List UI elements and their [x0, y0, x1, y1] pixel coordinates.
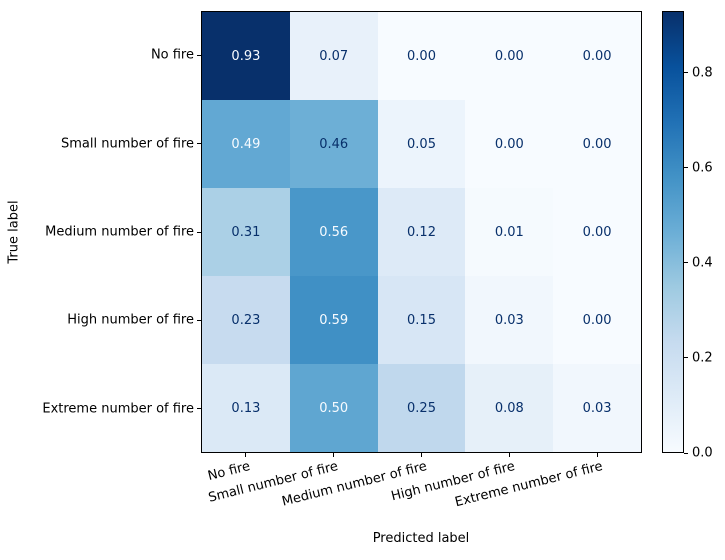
heatmap-cell: 0.56 [289, 188, 378, 276]
heatmap-cell: 0.46 [289, 100, 378, 188]
heatmap-cell: 0.00 [465, 100, 554, 188]
x-tick-mark [597, 453, 599, 457]
y-tick-label: Extreme number of fire [42, 401, 194, 417]
heatmap-cell: 0.50 [289, 364, 378, 452]
x-axis-title: Predicted label [372, 531, 470, 546]
colorbar [662, 11, 684, 453]
heatmap-cell: 0.05 [377, 100, 466, 188]
y-axis-title: True label [6, 200, 22, 264]
colorbar-tick-label: 0.4 [692, 255, 713, 271]
y-tick-mark [197, 319, 201, 321]
heatmap: 0.93 0.07 0.00 0.00 0.00 0.49 0.46 0.05 0.00 0.00… [201, 11, 642, 453]
heatmap-cell: 0.49 [202, 100, 290, 188]
colorbar-tick-label: 0.6 [692, 160, 713, 176]
x-tick-mark [421, 453, 422, 457]
colorbar-tick-label: 0.2 [692, 350, 713, 366]
x-tick-mark [244, 453, 246, 457]
heatmap-cell: 0.00 [465, 12, 554, 100]
y-tick-mark [197, 408, 201, 410]
y-tick-label: Small number of fire [60, 136, 194, 152]
colorbar-tick-mark [684, 72, 688, 74]
y-tick-mark [197, 143, 201, 145]
heatmap-cell: 0.00 [377, 12, 466, 100]
colorbar-tick-mark [684, 262, 688, 264]
heatmap-cell: 0.08 [465, 364, 554, 452]
colorbar-tick-label: 0.0 [692, 445, 713, 461]
heatmap-cell: 0.00 [553, 276, 641, 364]
heatmap-cell: 0.03 [553, 364, 641, 452]
y-tick-label: High number of fire [67, 312, 194, 328]
x-tick-label: Extreme number of fire [453, 459, 605, 511]
heatmap-cell: 0.31 [202, 188, 290, 276]
y-tick-label: Medium number of fire [45, 224, 194, 240]
colorbar-tick-label: 0.8 [692, 65, 713, 81]
x-tick-mark [509, 453, 511, 457]
colorbar-tick-mark [684, 452, 688, 454]
y-tick-mark [197, 231, 201, 233]
colorbar-tick-mark [684, 167, 688, 169]
heatmap-cell: 0.93 [202, 12, 290, 100]
heatmap-cell: 0.01 [465, 188, 554, 276]
heatmap-cell: 0.00 [553, 12, 641, 100]
y-tick-label: No fire [150, 47, 194, 63]
heatmap-cell: 0.15 [377, 276, 466, 364]
y-tick-mark [197, 54, 201, 56]
heatmap-cell: 0.00 [553, 188, 641, 276]
colorbar-tick-mark [684, 357, 688, 359]
heatmap-cell: 0.59 [289, 276, 378, 364]
x-tick-mark [332, 453, 334, 457]
heatmap-cell: 0.25 [377, 364, 466, 452]
x-tick-label: No fire [206, 459, 252, 484]
heatmap-cell: 0.07 [289, 12, 378, 100]
heatmap-cell: 0.13 [202, 364, 290, 452]
heatmap-cell: 0.12 [377, 188, 466, 276]
heatmap-cell: 0.23 [202, 276, 290, 364]
heatmap-cell: 0.03 [465, 276, 554, 364]
heatmap-cell: 0.00 [553, 100, 641, 188]
